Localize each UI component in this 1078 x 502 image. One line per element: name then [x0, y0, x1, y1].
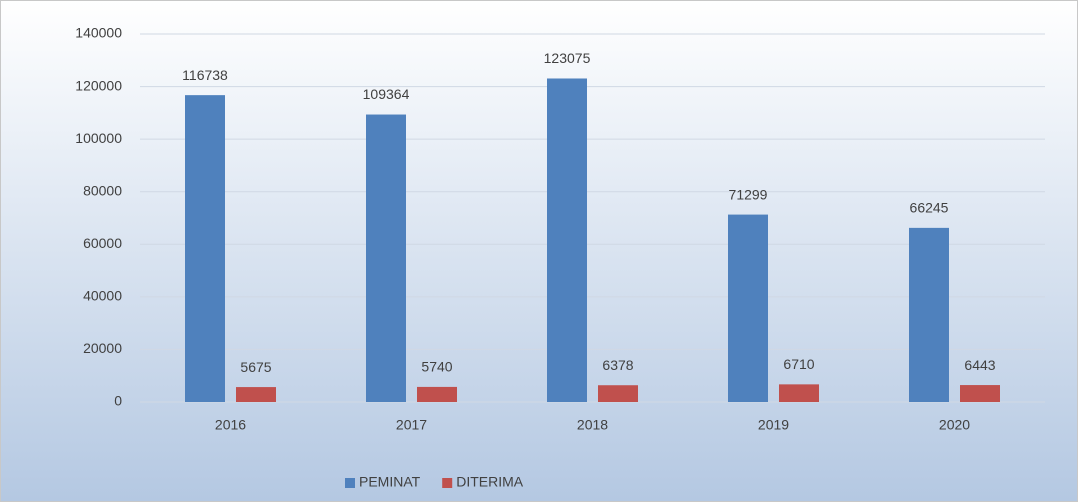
- legend-label: PEMINAT: [359, 474, 421, 490]
- data-label: 123075: [544, 50, 591, 66]
- bar: [236, 387, 276, 402]
- data-label: 66245: [910, 200, 949, 216]
- x-tick-label: 2020: [939, 417, 970, 433]
- legend-swatch: [345, 478, 355, 488]
- data-label: 109364: [363, 86, 410, 102]
- bar: [185, 95, 225, 403]
- data-label: 5675: [240, 359, 271, 375]
- y-tick-label: 20000: [83, 340, 122, 356]
- y-tick-label: 60000: [83, 235, 122, 251]
- bar: [598, 385, 638, 402]
- bar: [960, 385, 1000, 402]
- bar: [779, 384, 819, 402]
- data-label: 6443: [964, 357, 995, 373]
- y-tick-label: 40000: [83, 288, 122, 304]
- bar: [728, 214, 768, 402]
- data-label: 6378: [602, 357, 633, 373]
- x-tick-label: 2017: [396, 417, 427, 433]
- x-tick-label: 2018: [577, 417, 608, 433]
- bar: [417, 386, 457, 402]
- data-label: 71299: [729, 186, 768, 202]
- data-label: 6710: [783, 356, 814, 372]
- x-tick-label: 2019: [758, 417, 789, 433]
- x-tick-label: 2016: [215, 417, 246, 433]
- legend-label: DITERIMA: [456, 474, 524, 490]
- legend-swatch: [442, 478, 453, 488]
- y-tick-label: 120000: [75, 77, 122, 93]
- y-tick-label: 0: [114, 393, 122, 409]
- y-tick-label: 140000: [75, 25, 122, 41]
- data-label: 5740: [421, 359, 452, 375]
- bar: [909, 227, 949, 402]
- y-tick-label: 80000: [83, 182, 122, 198]
- bar: [547, 78, 587, 402]
- data-label: 116738: [182, 67, 228, 83]
- bar: [366, 114, 406, 402]
- y-tick-label: 100000: [75, 130, 122, 146]
